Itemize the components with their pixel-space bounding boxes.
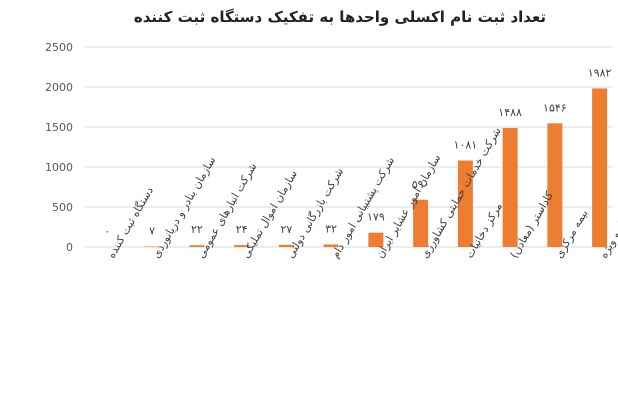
data-label: ۷ [149, 224, 155, 237]
y-tick-label: 500 [52, 201, 73, 214]
y-tick-label: 2500 [45, 41, 73, 54]
bar [413, 199, 429, 247]
y-axis-ticks: 0 500 1000 1500 2000 2500 [45, 41, 73, 254]
bar [502, 127, 518, 247]
data-labels: ۰ ۷ ۲۲ ۲۴ ۲۷ ۳۲ ۱۷۹ ۵۹۰ ۱۰۸۱ ۱۴۸۸ ۱۵۴۶ ۱۹۸۲ [104, 66, 611, 238]
data-label: ۵۹۰ [412, 178, 430, 191]
data-label: ۱۹۸۲ [588, 66, 612, 79]
gridlines [85, 46, 612, 248]
data-label: ۱۰۸۱ [454, 139, 478, 152]
bar [323, 244, 339, 247]
y-tick-label: 0 [66, 241, 73, 254]
bar [457, 160, 473, 247]
bar [189, 245, 205, 247]
data-label: ۰ [104, 225, 110, 238]
data-label: ۱۵۴۶ [543, 101, 567, 114]
data-label: ۱۷۹ [367, 211, 385, 224]
y-tick-label: 1000 [45, 161, 73, 174]
bar [144, 246, 160, 247]
bar [278, 244, 294, 247]
bars [144, 88, 608, 247]
bar [234, 245, 250, 247]
chart-title: تعداد ثبت نام اکسلی واحدها به تفکیک دستگ… [134, 8, 546, 26]
bar [547, 123, 563, 247]
data-label: ۲۴ [236, 223, 248, 236]
y-tick-label: 1500 [45, 121, 73, 134]
data-label: ۲۲ [191, 223, 203, 236]
bar [592, 88, 608, 247]
data-label: ۲۷ [280, 223, 292, 236]
data-label: ۳۲ [325, 222, 337, 235]
bar [368, 232, 384, 247]
y-tick-label: 2000 [45, 81, 73, 94]
x-tick-label: دستگاه ثبت کننده [105, 184, 156, 260]
data-label: ۱۴۸۸ [498, 106, 522, 119]
